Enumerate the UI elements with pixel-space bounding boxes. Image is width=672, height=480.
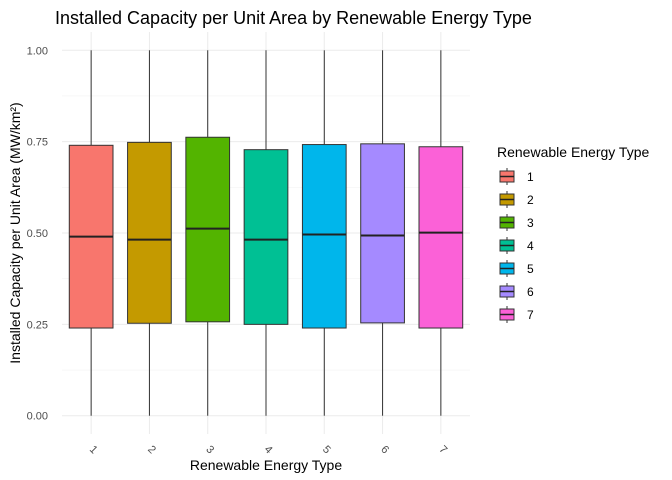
legend-label: 4: [527, 239, 534, 253]
legend-item-1: 1: [499, 168, 534, 185]
box-iqr: [243, 149, 289, 325]
y-tick-label: 0.25: [27, 319, 48, 331]
y-axis-title: Installed Capacity per Unit Area (MW/km²…: [7, 102, 23, 363]
box-4: [243, 50, 289, 416]
x-tick-label: 2: [145, 443, 158, 456]
box-3: [185, 50, 231, 416]
box-7: [418, 50, 464, 416]
box-iqr: [360, 143, 405, 324]
box-iqr: [418, 146, 464, 329]
box-iqr: [127, 141, 172, 324]
chart-title: Installed Capacity per Unit Area by Rene…: [55, 8, 532, 28]
legend-item-3: 3: [499, 214, 534, 231]
legend-label: 7: [527, 308, 534, 322]
box-6: [360, 50, 405, 416]
y-tick-label: 0.50: [27, 228, 48, 240]
x-tick-label: 1: [87, 443, 100, 456]
legend-item-5: 5: [499, 260, 534, 277]
x-axis-title: Renewable Energy Type: [190, 457, 342, 473]
legend-label: 3: [527, 216, 534, 230]
y-tick-label: 0.00: [27, 411, 48, 423]
y-tick-label: 1.00: [27, 45, 48, 57]
x-tick-label: 4: [262, 443, 275, 456]
x-tick-label: 7: [437, 443, 450, 456]
y-axis-ticks: 0.00 0.25 0.50 0.75 1.00: [27, 45, 48, 422]
legend-item-7: 7: [499, 306, 534, 323]
legend-label: 5: [527, 262, 534, 276]
legend-item-2: 2: [499, 191, 534, 208]
legend-items: 1 2 3 4 5 6 7: [499, 168, 534, 323]
box-2: [127, 50, 172, 416]
legend: Renewable Energy Type 1 2 3 4 5 6 7: [497, 144, 649, 323]
x-axis-ticks: 1 2 3 4 5 6 7: [87, 443, 450, 456]
x-tick-label: 6: [378, 443, 391, 456]
legend-label: 6: [527, 285, 534, 299]
box-iqr: [301, 144, 347, 329]
legend-item-6: 6: [499, 283, 534, 300]
x-tick-label: 3: [203, 443, 216, 456]
box-series: [68, 50, 464, 416]
y-tick-label: 0.75: [27, 137, 48, 149]
box-1: [68, 50, 114, 416]
box-5: [301, 50, 347, 416]
legend-item-4: 4: [499, 237, 534, 254]
legend-label: 2: [527, 193, 534, 207]
legend-label: 1: [527, 170, 534, 184]
legend-title: Renewable Energy Type: [497, 144, 649, 160]
x-tick-label: 5: [320, 443, 333, 456]
